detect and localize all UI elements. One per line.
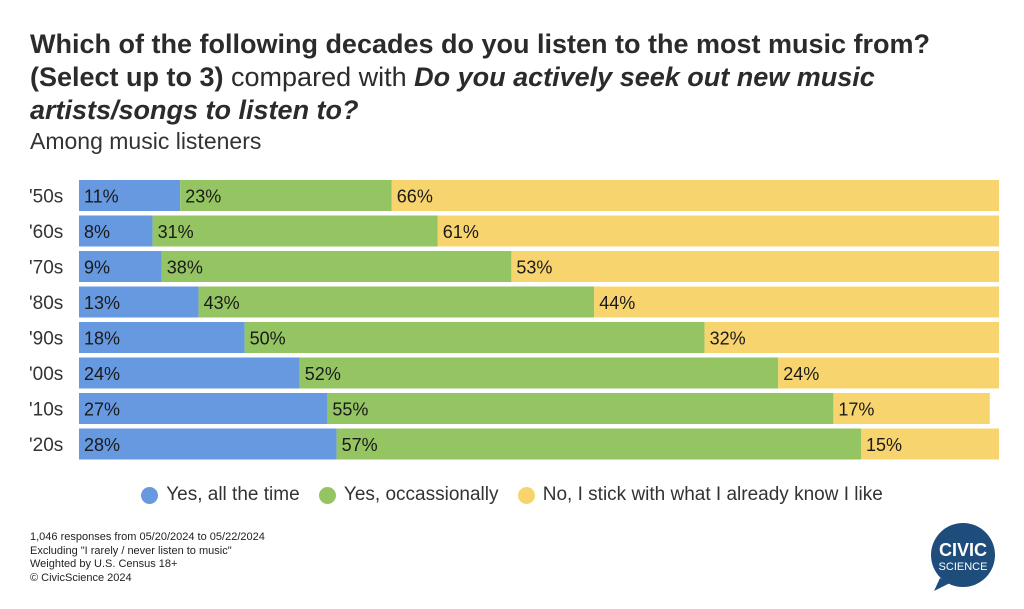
bar-90s-yes-all: [79, 322, 245, 353]
category-label-20s: '20s: [29, 435, 63, 456]
title-question-1: Which of the following decades do you li…: [30, 29, 931, 59]
legend-label-no: No, I stick with what I already know I l…: [542, 484, 883, 505]
chart-title: Which of the following decades do you li…: [30, 28, 1010, 127]
category-label-50s: '50s: [29, 187, 63, 208]
data-label-10s-no: 17%: [838, 400, 874, 420]
bar-00s-yes-occasionally: [299, 357, 779, 389]
legend-dot-yes-all: [141, 486, 159, 504]
bar-60s-no: [437, 215, 999, 247]
chart-subtitle: Among music listeners: [30, 128, 262, 154]
data-label-90s-no: 32%: [710, 329, 746, 349]
data-label-60s-yes-all: 8%: [84, 222, 110, 242]
data-label-20s-yes-all: 28%: [84, 435, 120, 455]
data-label-60s-yes-occasionally: 31%: [158, 222, 194, 242]
bar-90s-yes-occasionally: [244, 322, 705, 353]
bar-70s-yes-occasionally: [161, 251, 512, 282]
bar-80s-yes-occasionally: [198, 286, 595, 318]
bar-60s-yes-all: [79, 215, 153, 247]
footnote-weighting: Weighted by U.S. Census 18+: [30, 558, 178, 570]
data-label-10s-yes-occasionally: 55%: [332, 400, 368, 420]
footnote-responses: 1,046 responses from 05/20/2024 to 05/22…: [30, 531, 265, 543]
data-label-50s-yes-all: 11%: [84, 187, 119, 207]
bar-70s-yes-all: [79, 251, 162, 282]
data-label-80s-yes-occasionally: 43%: [204, 293, 240, 313]
data-label-20s-no: 15%: [866, 435, 902, 455]
bar-20s-yes-occasionally: [336, 428, 862, 460]
footnote-excluding: Excluding "I rarely / never listen to mu…: [30, 544, 232, 557]
data-label-00s-yes-occasionally: 52%: [305, 364, 341, 384]
civicscience-logo: CIVIC SCIENCE: [931, 523, 995, 591]
legend-label-yes-occasionally: Yes, occassionally: [343, 484, 499, 505]
data-label-80s-no: 44%: [599, 293, 635, 313]
bar-00s-yes-all: [79, 357, 300, 389]
category-label-80s: '80s: [29, 293, 63, 314]
bar-10s-no: [833, 393, 990, 424]
data-label-60s-no: 61%: [443, 222, 479, 242]
bar-10s-yes-all: [79, 393, 328, 424]
stacked-bar-chart: '50s 11% 23% 66% '60s 8% 31% 61% '70s 9% 38% 53% '80…: [29, 180, 999, 460]
category-label-60s: '60s: [29, 222, 63, 243]
data-label-50s-no: 66%: [397, 187, 433, 207]
data-label-50s-yes-occasionally: 23%: [185, 187, 221, 207]
logo-text-science: SCIENCE: [939, 561, 988, 573]
bar-20s-no: [861, 428, 999, 460]
bar-20s-yes-all: [79, 428, 337, 460]
data-label-00s-yes-all: 24%: [84, 364, 120, 384]
bar-80s-no: [594, 286, 999, 318]
title-select-note: (Select up to 3): [30, 62, 224, 92]
title-question-2: Do you actively seek out new music artis…: [30, 62, 875, 125]
data-label-90s-yes-all: 18%: [84, 329, 120, 349]
legend-item-yes-all: Yes, all the time: [141, 484, 300, 506]
bar-00s-no: [778, 357, 999, 389]
footnote-copyright: © CivicScience 2024: [30, 571, 132, 584]
bar-50s-yes-occasionally: [180, 180, 392, 211]
data-label-70s-no: 53%: [516, 258, 552, 278]
bar-80s-yes-all: [79, 286, 199, 318]
bar-10s-yes-occasionally: [327, 393, 834, 424]
bar-60s-yes-occasionally: [152, 215, 438, 247]
category-label-90s: '90s: [29, 329, 63, 350]
bar-50s-yes-all: [79, 180, 181, 211]
bar-50s-no: [391, 180, 999, 211]
category-label-70s: '70s: [29, 258, 63, 279]
data-label-80s-yes-all: 13%: [84, 293, 120, 313]
footnotes: 1,046 responses from 05/20/2024 to 05/22…: [30, 531, 265, 585]
title-connector: compared with: [223, 62, 415, 92]
legend-item-no: No, I stick with what I already know I l…: [517, 484, 883, 506]
bar-70s-no: [511, 251, 999, 282]
data-label-00s-no: 24%: [783, 364, 819, 384]
logo-text-civic: CIVIC: [939, 540, 987, 560]
legend-dot-no: [517, 486, 535, 504]
data-label-70s-yes-occasionally: 38%: [167, 258, 203, 278]
legend-dot-yes-occasionally: [318, 486, 336, 504]
data-label-10s-yes-all: 27%: [84, 400, 120, 420]
legend: Yes, all the time Yes, occassionally No,…: [0, 484, 1024, 510]
data-label-20s-yes-occasionally: 57%: [342, 435, 378, 455]
bar-90s-no: [704, 322, 999, 353]
data-label-70s-yes-all: 9%: [84, 258, 110, 278]
category-label-10s: '10s: [29, 400, 63, 421]
data-label-90s-yes-occasionally: 50%: [250, 329, 286, 349]
legend-label-yes-all: Yes, all the time: [166, 484, 300, 505]
category-label-00s: '00s: [29, 364, 63, 385]
legend-item-yes-occasionally: Yes, occassionally: [318, 484, 499, 506]
